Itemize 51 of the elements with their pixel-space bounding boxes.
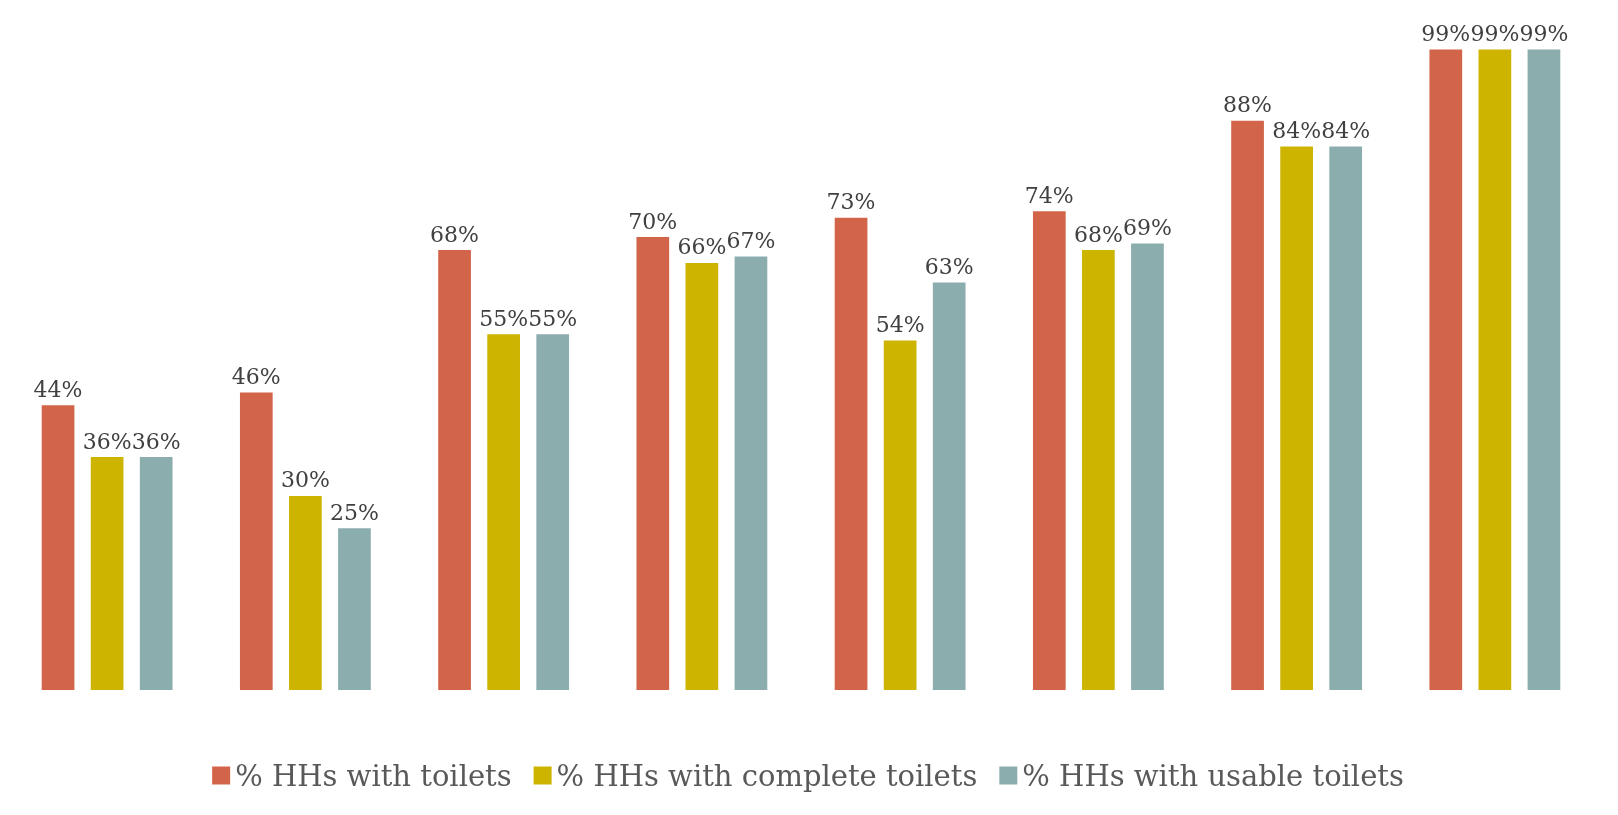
data-label: 70% (628, 208, 678, 234)
data-label: 54% (875, 312, 925, 338)
bar (289, 495, 322, 690)
data-label: 84% (1321, 118, 1371, 144)
bar (1527, 49, 1561, 690)
bar (438, 250, 471, 690)
data-label: 99% (1519, 20, 1569, 46)
bar (1032, 211, 1066, 690)
data-label: 68% (1073, 221, 1123, 247)
bar (41, 405, 75, 690)
data-label: 30% (280, 467, 330, 493)
data-label: 25% (329, 499, 379, 525)
bar (1478, 49, 1512, 690)
data-label: 99% (1421, 20, 1471, 46)
data-label: 99% (1470, 20, 1520, 46)
bar (1131, 243, 1164, 690)
data-label: 73% (826, 189, 876, 215)
data-label: 74% (1024, 182, 1074, 208)
data-label: 46% (231, 363, 281, 389)
bar (685, 262, 719, 690)
bar (1429, 49, 1463, 690)
bar (1231, 120, 1264, 690)
bar (734, 256, 768, 690)
bar (883, 340, 917, 690)
bar (636, 237, 670, 690)
bar (1082, 250, 1115, 690)
bar (139, 457, 173, 690)
data-label: 63% (924, 253, 974, 279)
bar (338, 528, 371, 690)
bar (239, 392, 273, 690)
bar (1280, 146, 1313, 690)
bar (536, 334, 570, 690)
bar (834, 217, 868, 690)
data-label: 55% (479, 305, 529, 331)
bar (90, 457, 124, 690)
data-label: 67% (726, 228, 776, 254)
data-label: 36% (82, 428, 132, 454)
data-label: 55% (528, 305, 578, 331)
bar (1329, 146, 1363, 690)
legend-label: % HHs with complete toilets (556, 758, 978, 793)
data-label: 44% (33, 376, 83, 402)
data-label: 69% (1122, 215, 1172, 241)
bar (487, 334, 520, 690)
data-label: 84% (1272, 118, 1322, 144)
data-label: 36% (131, 428, 181, 454)
legend-label: % HHs with usable toilets (1022, 758, 1404, 793)
legend-label: % HHs with toilets (235, 758, 512, 793)
bar (932, 282, 966, 690)
data-label: 66% (677, 234, 727, 260)
data-label: 68% (430, 221, 480, 247)
data-label: 88% (1223, 92, 1273, 118)
